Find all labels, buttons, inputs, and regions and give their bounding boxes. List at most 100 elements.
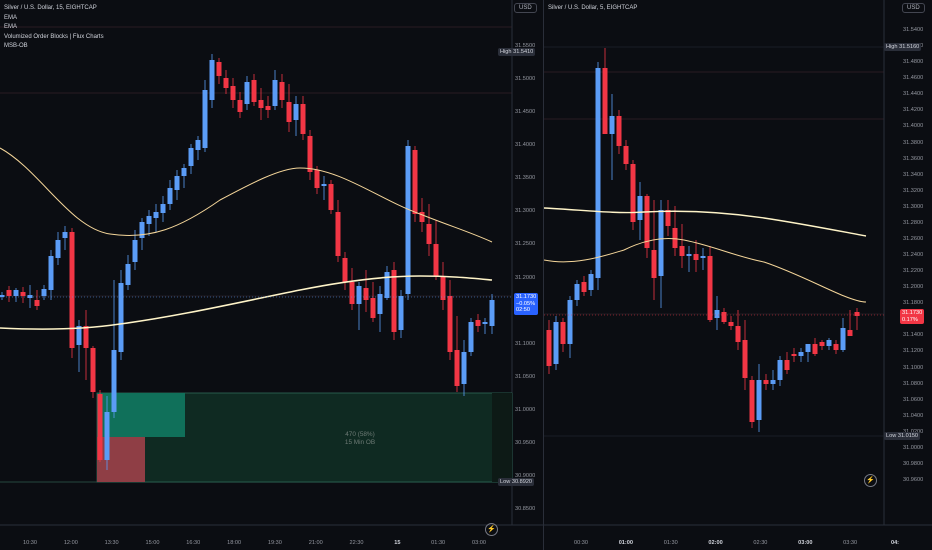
price-tick-label: 31.4000 [903,123,924,130]
candle-body [742,340,748,378]
candle-body [426,224,432,244]
candle-body [412,150,418,214]
candle-body [0,295,5,297]
candle-body [679,246,685,256]
time-tick-label: 01:30 [431,540,446,546]
candle-body [447,296,453,352]
candle-body [279,82,285,100]
candle-body [363,288,369,300]
price-tick-label: 31.4800 [903,59,924,66]
left-symbol-title[interactable]: Silver / U.S. Dollar, 15, EIGHTCAP [4,5,97,11]
right-chart-canvas[interactable] [544,0,932,550]
candle-body [160,204,166,213]
left-currency-button[interactable]: USD [514,3,537,13]
price-tick-label: 31.5500 [515,43,536,49]
right-symbol-title[interactable]: Silver / U.S. Dollar, 5, EIGHTCAP [548,5,638,11]
candle-body [293,104,299,120]
candle-body [83,326,89,348]
candle-body [475,320,481,326]
candle-body [468,322,474,352]
price-tick-label: 30.8500 [515,506,536,512]
order-block-timeframe: 15 Min OB [344,439,376,446]
order-block-extension [492,393,512,482]
candle-body [356,286,362,304]
candle-body [728,322,734,326]
candle-body [433,244,439,276]
candle-body [55,240,61,258]
candle-body [826,340,832,346]
candle-body [209,60,215,100]
candle-body [230,86,236,100]
right-currency-button[interactable]: USD [902,3,925,13]
price-tick-label: 31.0200 [903,429,923,435]
time-tick-label: 15:00 [145,540,160,546]
ema-fast-line [544,237,867,303]
left-low-marker: Low 30.8920 [498,478,535,486]
time-tick-label: 12:00 [63,540,78,546]
left-last-price-countdown: 02:50 [516,307,530,314]
candle-body [342,258,348,282]
candle-body [546,330,552,366]
candle-body [258,100,264,108]
candle-body [251,80,257,102]
candle-body [41,289,47,296]
price-tick-label: 31.0000 [515,406,536,413]
candle-body [567,300,573,344]
candle-body [188,148,194,166]
candle-body [553,322,559,364]
candle-body [34,300,40,306]
left-indicator-msb-ob[interactable]: MSB-OB [4,43,28,49]
candle-body [146,216,152,224]
order-block-bullish [97,393,185,437]
price-tick-label: 31.3000 [903,203,924,210]
candle-body [812,344,818,354]
candle-body [237,100,243,112]
tradingview-logo-icon[interactable]: ⚡ [864,474,877,487]
pane-divider[interactable] [543,0,544,550]
left-chart-pane[interactable]: Silver / U.S. Dollar, 15, EIGHTCAP EMA E… [0,0,543,550]
candle-body [6,290,12,296]
candle-body [202,90,208,148]
left-chart-canvas[interactable] [0,0,543,550]
candle-body [349,282,355,304]
left-indicator-ema-1[interactable]: EMA [4,14,18,21]
candle-body [637,196,643,220]
left-indicator-ema-2[interactable]: EMA [4,24,18,30]
candle-body [581,282,587,292]
price-tick-label: 30.9800 [903,460,924,467]
time-tick-label: 01:30 [663,540,678,546]
time-tick-label: 03:00 [798,540,813,546]
candle-body [749,380,755,422]
left-last-price-label: 31.1730 −0.05% 02:50 [514,293,539,315]
candle-body [819,342,825,346]
price-tick-label: 31.1000 [515,340,536,347]
candle-body [658,210,664,276]
candle-body [798,352,804,356]
candle-body [854,312,860,316]
candle-body [265,106,271,110]
candle-body [672,228,678,248]
candle-body [272,80,278,106]
time-tick-label: 01:00 [618,540,633,546]
candle-body [665,210,671,226]
right-chart-pane[interactable]: Silver / U.S. Dollar, 5, EIGHTCAP USD 31… [544,0,932,550]
right-last-price-value: 31.1730 [902,310,923,316]
candle-body [174,176,180,190]
ema-fast-line [0,147,493,243]
candle-body [328,184,334,210]
time-tick-label: 19:30 [267,540,282,546]
price-tick-label: 30.9600 [903,477,924,483]
candle-body [286,102,292,122]
price-tick-label: 31.3400 [903,171,924,178]
time-tick-label: 15 [394,540,401,546]
candle-body [62,232,68,238]
tradingview-logo-icon[interactable]: ⚡ [485,523,498,536]
price-tick-label: 31.2400 [903,252,924,258]
price-tick-label: 31.5400 [903,27,924,33]
candle-body [405,146,411,294]
left-indicator-order-blocks[interactable]: Volumized Order Blocks | Flux Charts [4,33,104,40]
price-tick-label: 31.3200 [903,187,924,194]
time-tick-label: 21:00 [308,540,323,546]
candle-body [27,295,33,298]
left-high-tag: High [500,49,512,55]
